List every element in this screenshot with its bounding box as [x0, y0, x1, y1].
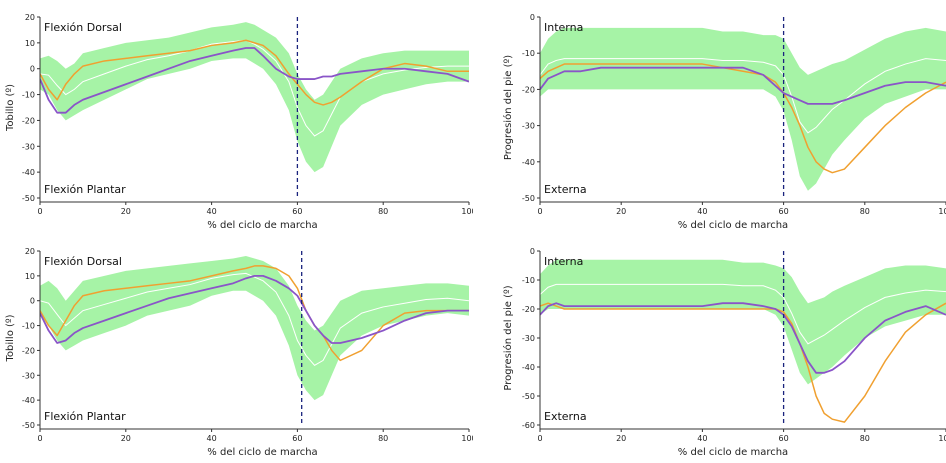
chart-svg: 0-10-20-30-40-50-60020406080100% del cic… [502, 247, 946, 458]
normative-mean-line [40, 272, 469, 366]
series-line-purple [540, 302, 946, 374]
y-tick-label: -20 [522, 305, 535, 314]
y-tick-label: -40 [522, 363, 535, 372]
x-tick-label: 0 [537, 434, 542, 443]
normative-band [540, 27, 946, 191]
y-tick-label: -10 [22, 322, 35, 331]
x-tick-label: 0 [37, 434, 42, 443]
annotation-bottom: Flexión Plantar [44, 410, 126, 423]
x-tick-label: 0 [537, 207, 542, 216]
normative-mean-line [540, 58, 946, 134]
y-tick-label: -10 [522, 276, 535, 285]
series-line-purple [40, 47, 469, 114]
annotation-bottom: Externa [544, 410, 587, 423]
y-tick-label: -10 [22, 91, 35, 100]
y-tick-label: 10 [25, 272, 35, 281]
y-axis-label: Tobillo (º) [5, 84, 16, 132]
y-tick-label: -50 [522, 194, 535, 203]
annotation-bottom: Flexión Plantar [44, 183, 126, 196]
y-tick-label: -40 [22, 168, 35, 177]
y-tick-label: -50 [22, 194, 35, 203]
series-line-purple [540, 66, 946, 105]
y-tick-label: -30 [22, 371, 35, 380]
series-line-orange [40, 265, 469, 362]
y-tick-label: 20 [25, 247, 35, 256]
x-tick-label: 0 [37, 207, 42, 216]
y-tick-label: -30 [522, 122, 535, 131]
y-tick-label: -30 [22, 142, 35, 151]
y-tick-label: 0 [30, 297, 35, 306]
annotation-top: Flexión Dorsal [44, 255, 122, 268]
y-tick-label: 10 [25, 39, 35, 48]
y-axis-label: Progresión del pie (º) [502, 285, 514, 390]
x-tick-label: 80 [860, 434, 870, 443]
y-tick-label: 0 [530, 247, 535, 256]
y-tick-label: 0 [530, 13, 535, 22]
y-tick-label: -20 [522, 85, 535, 94]
y-tick-label: -20 [22, 116, 35, 125]
y-tick-label: -60 [522, 421, 535, 430]
y-tick-label: -50 [22, 421, 35, 430]
annotation-bottom: Externa [544, 183, 587, 196]
annotation-top: Flexión Dorsal [44, 21, 122, 34]
y-tick-label: -40 [22, 396, 35, 405]
x-axis-label: % del ciclo de marcha [207, 220, 317, 231]
y-tick-label: -30 [522, 334, 535, 343]
x-tick-label: 60 [292, 434, 302, 443]
series-line-orange [40, 39, 469, 106]
x-tick-label: 100 [938, 207, 946, 216]
x-axis-label: % del ciclo de marcha [678, 447, 788, 458]
y-tick-label: -20 [22, 346, 35, 355]
x-tick-label: 60 [779, 207, 789, 216]
x-tick-label: 20 [616, 207, 626, 216]
y-tick-label: -40 [522, 158, 535, 167]
y-tick-label: -50 [522, 392, 535, 401]
chart-panel-foot-progression-top: 0-10-20-30-40-50020406080100% del ciclo … [473, 0, 946, 240]
series-line-purple [40, 274, 469, 344]
x-tick-label: 100 [938, 434, 946, 443]
x-tick-label: 40 [207, 434, 217, 443]
y-tick-label: -10 [522, 49, 535, 58]
x-tick-label: 20 [121, 434, 131, 443]
y-tick-label: 20 [25, 13, 35, 22]
y-tick-label: 0 [30, 65, 35, 74]
x-axis-label: % del ciclo de marcha [678, 220, 788, 231]
x-tick-label: 40 [697, 434, 707, 443]
x-axis-label: % del ciclo de marcha [207, 447, 317, 458]
y-axis-label: Progresión del pie (º) [502, 55, 514, 160]
x-tick-label: 80 [378, 434, 388, 443]
annotation-top: Interna [544, 255, 583, 268]
x-tick-label: 100 [461, 434, 473, 443]
series-line-orange [540, 302, 946, 423]
normative-mean-line [540, 283, 946, 345]
chart-panel-foot-progression-bottom: 0-10-20-30-40-50-60020406080100% del cic… [473, 240, 946, 463]
x-tick-label: 80 [860, 207, 870, 216]
x-tick-label: 40 [207, 207, 217, 216]
x-tick-label: 100 [461, 207, 473, 216]
normative-band [540, 259, 946, 385]
annotation-top: Interna [544, 21, 583, 34]
x-tick-label: 80 [378, 207, 388, 216]
x-tick-label: 20 [616, 434, 626, 443]
x-tick-label: 20 [121, 207, 131, 216]
x-tick-label: 60 [779, 434, 789, 443]
series-line-orange [540, 63, 946, 174]
y-axis-label: Tobillo (º) [5, 314, 16, 362]
x-tick-label: 60 [292, 207, 302, 216]
chart-svg: 0-10-20-30-40-50020406080100% del ciclo … [502, 13, 946, 231]
x-tick-label: 40 [697, 207, 707, 216]
